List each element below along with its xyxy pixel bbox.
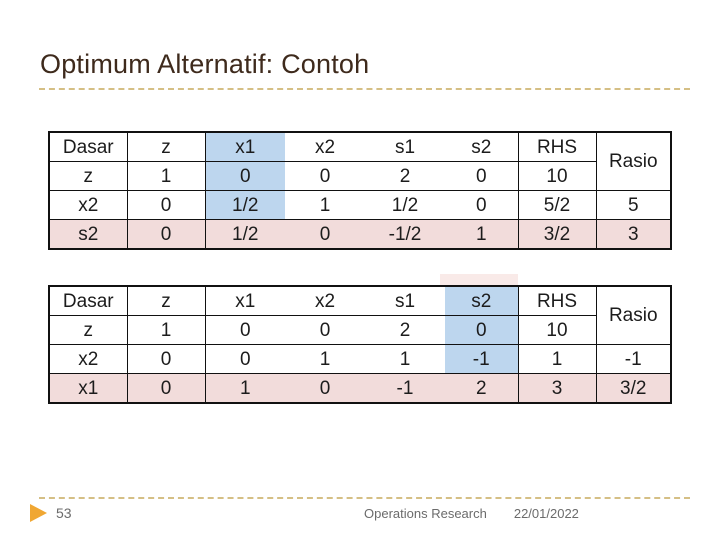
cell: 3: [596, 219, 671, 249]
cell: 1: [285, 344, 365, 374]
row-label: z: [49, 161, 128, 191]
cell: 0: [285, 161, 365, 191]
row-label: z: [49, 315, 128, 345]
cell: 0: [127, 373, 206, 403]
header-cell: Dasar: [49, 132, 128, 162]
highlight-artifact: [440, 274, 518, 285]
cell: 1: [205, 373, 285, 403]
header-cell: s2: [445, 132, 519, 162]
cell: 0: [205, 344, 285, 374]
page-number: 53: [56, 505, 72, 521]
footer-info: Operations Research 22/01/2022: [364, 506, 579, 521]
row-label: x1: [49, 373, 128, 403]
cell-pivot-column: 0: [445, 315, 519, 345]
title-divider: [39, 88, 690, 90]
header-cell: s1: [365, 132, 445, 162]
footer-divider: [39, 497, 690, 499]
cell: 10: [518, 315, 597, 345]
cell: 0: [285, 315, 365, 345]
page-arrow-icon: [30, 504, 47, 522]
cell: 2: [445, 373, 519, 403]
cell-pivot-column: 0: [205, 161, 285, 191]
header-cell-rasio: Rasio: [596, 286, 671, 345]
cell: 1: [365, 344, 445, 374]
cell: 3: [518, 373, 597, 403]
cell: 0: [445, 190, 519, 220]
header-cell: s1: [365, 286, 445, 316]
table-row-z: z 1 0 0 2 0 10: [49, 161, 671, 191]
row-label: s2: [49, 219, 128, 249]
cell: -1: [596, 344, 671, 374]
cell: 1: [445, 219, 519, 249]
table-row-z: z 1 0 0 2 0 10: [49, 315, 671, 345]
cell-pivot-column: -1: [445, 344, 519, 374]
header-cell: Dasar: [49, 286, 128, 316]
header-cell: x2: [285, 132, 365, 162]
table-header-row: Dasar z x1 x2 s1 s2 RHS Rasio: [49, 132, 671, 191]
table-row-x2: x2 0 0 1 1 -1 1 -1: [49, 344, 671, 374]
cell: 1: [127, 315, 206, 345]
footer-course-label: Operations Research: [364, 506, 487, 521]
page-marker: 53: [30, 504, 72, 522]
cell: 5: [596, 190, 671, 220]
cell: 0: [127, 219, 206, 249]
row-label: x2: [49, 190, 128, 220]
header-cell: RHS: [518, 132, 597, 162]
cell: 1/2: [365, 190, 445, 220]
footer-date: 22/01/2022: [513, 506, 579, 521]
simplex-table-1: Dasar z x1 x2 s1 s2 RHS Rasio z 1 0 0 2 …: [48, 131, 672, 250]
cell: 0: [127, 190, 206, 220]
row-label: x2: [49, 344, 128, 374]
table-header-row: Dasar z x1 x2 s1 s2 RHS Rasio: [49, 286, 671, 345]
header-cell: z: [127, 286, 206, 316]
header-cell: RHS: [518, 286, 597, 316]
cell: 1: [285, 190, 365, 220]
cell: 2: [365, 161, 445, 191]
header-cell: z: [127, 132, 206, 162]
header-cell: x2: [285, 286, 365, 316]
cell: 0: [285, 219, 365, 249]
cell: 3/2: [518, 219, 597, 249]
cell: 10: [518, 161, 597, 191]
cell-pivot-column: 1/2: [205, 190, 285, 220]
cell: 5/2: [518, 190, 597, 220]
header-cell-pivot-column: s2: [445, 286, 519, 316]
cell: 1: [127, 161, 206, 191]
table-row-pivot-x1: x1 0 1 0 -1 2 3 3/2: [49, 373, 671, 403]
cell: 0: [285, 373, 365, 403]
cell: 2: [365, 315, 445, 345]
cell: -1: [365, 373, 445, 403]
table-row-pivot-s2: s2 0 1/2 0 -1/2 1 3/2 3: [49, 219, 671, 249]
cell: 0: [205, 315, 285, 345]
cell: 1/2: [205, 219, 285, 249]
cell: 0: [445, 161, 519, 191]
header-cell: x1: [205, 286, 285, 316]
table-row-x2: x2 0 1/2 1 1/2 0 5/2 5: [49, 190, 671, 220]
cell: -1/2: [365, 219, 445, 249]
header-cell-pivot-column: x1: [205, 132, 285, 162]
header-cell-rasio: Rasio: [596, 132, 671, 191]
cell: 3/2: [596, 373, 671, 403]
slide-title: Optimum Alternatif: Contoh: [40, 49, 370, 79]
simplex-table-2: Dasar z x1 x2 s1 s2 RHS Rasio z 1 0 0 2 …: [48, 285, 672, 404]
cell: 1: [518, 344, 597, 374]
cell: 0: [127, 344, 206, 374]
